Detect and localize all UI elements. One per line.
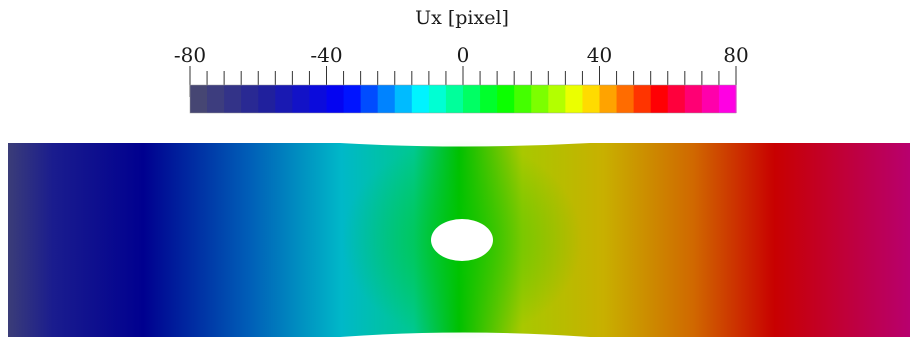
colorbar-swatch — [684, 85, 703, 113]
colorbar-tick-label: 0 — [457, 43, 470, 67]
colorbar-swatch — [650, 85, 669, 113]
colorbar-swatch — [667, 85, 686, 113]
colorbar-tick-label: 40 — [587, 43, 612, 67]
colorbar-swatch — [241, 85, 259, 113]
colorbar-swatch — [616, 85, 635, 113]
colorbar-tick-label: 80 — [723, 43, 748, 67]
colorbar-swatch — [275, 85, 293, 113]
colorbar-swatch — [292, 85, 311, 113]
colorbar-swatch — [565, 85, 584, 113]
colorbar-swatch — [224, 85, 242, 113]
colorbar-swatch — [394, 85, 413, 113]
colorbar-swatch — [343, 85, 362, 113]
colorbar-swatch — [701, 85, 720, 113]
colorbar-swatch — [582, 85, 601, 113]
colorbar-swatch — [480, 85, 498, 113]
colorbar-swatch — [633, 85, 652, 113]
hole — [431, 219, 493, 261]
colorbar — [190, 85, 737, 113]
colorbar-swatch — [411, 85, 430, 113]
colorbar-swatch — [207, 85, 225, 113]
colorbar-swatch — [258, 85, 276, 113]
colorbar-swatch — [599, 85, 618, 113]
colorbar-swatch — [377, 85, 396, 113]
colorbar-swatch — [360, 85, 379, 113]
colorbar-swatch — [190, 85, 208, 113]
colorbar-swatch — [497, 85, 515, 113]
colorbar-swatch — [326, 85, 345, 113]
colorbar-tick-labels: -80 -40 0 40 80 — [174, 43, 749, 67]
colorbar-swatch — [718, 85, 737, 113]
colorbar-tick-label: -40 — [310, 43, 342, 67]
colorbar-swatch — [531, 85, 549, 113]
colorbar-swatch — [514, 85, 532, 113]
colorbar-swatch — [463, 85, 481, 113]
colorbar-swatch — [309, 85, 328, 113]
colorbar-swatch — [445, 85, 464, 113]
colorbar-frame — [189, 84, 737, 114]
colorbar-tick-label: -80 — [174, 43, 206, 67]
colorbar-swatch — [548, 85, 566, 113]
colorbar-title: Ux [pixel] — [415, 7, 509, 29]
colorbar-swatch — [428, 85, 447, 113]
colorbar-ticks — [189, 66, 737, 97]
